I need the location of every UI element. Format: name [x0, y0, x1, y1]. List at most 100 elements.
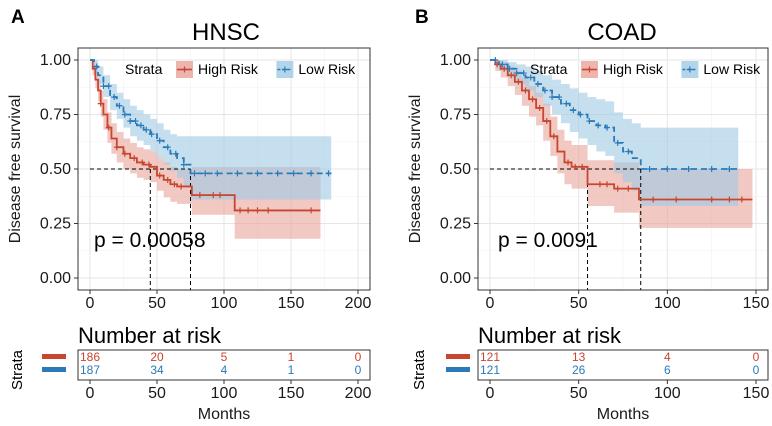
y-tick-label: 0.00 [40, 270, 71, 287]
censor-mark-high-risk [97, 100, 104, 107]
y-tick-label: 0.50 [40, 161, 71, 178]
censor-mark-low-risk [625, 148, 632, 155]
censor-mark-low-risk [520, 70, 527, 77]
legend-censor-mark [586, 66, 593, 73]
censor-mark-low-risk [214, 170, 221, 177]
censor-mark-low-risk [499, 61, 506, 68]
censor-mark-low-risk [274, 170, 281, 177]
legend-key-low-risk [681, 61, 699, 78]
risk-row-swatch [446, 354, 470, 359]
x-tick-label: 50 [570, 295, 588, 312]
censor-mark-low-risk [308, 170, 315, 177]
censor-mark-high-risk [196, 192, 203, 199]
censor-mark-low-risk [577, 111, 584, 118]
censor-mark-high-risk [515, 78, 522, 85]
censor-mark-low-risk [595, 122, 602, 129]
censor-mark-low-risk [254, 170, 261, 177]
risk-x-tick-label: 50 [570, 385, 588, 402]
legend-censor-mark [686, 66, 693, 73]
censor-mark-low-risk [143, 126, 150, 133]
y-tick-label: 1.00 [40, 52, 71, 69]
censor-mark-high-risk [529, 96, 536, 103]
censor-mark-low-risk [506, 65, 513, 72]
censor-mark-low-risk [534, 80, 541, 87]
censor-mark-low-risk [202, 170, 209, 177]
legend-label: Low Risk [298, 61, 356, 77]
legend-censor-mark [281, 66, 288, 73]
risk-x-tick-label: 100 [211, 385, 238, 402]
censor-mark-high-risk [139, 159, 146, 166]
censor-mark-low-risk [137, 122, 144, 129]
censor-mark-high-risk [543, 118, 550, 125]
risk-count: 1 [288, 350, 295, 364]
censor-mark-low-risk [527, 74, 534, 81]
risk-x-tick-label: 150 [743, 385, 770, 402]
x-tick-label: 0 [86, 295, 95, 312]
censor-mark-high-risk [113, 144, 120, 151]
censor-mark-low-risk [121, 111, 128, 118]
risk-count: 0 [753, 363, 760, 377]
x-tick-label: 100 [654, 295, 681, 312]
censor-mark-high-risk [501, 65, 508, 72]
censor-mark-low-risk [556, 94, 563, 101]
panel-letter: A [11, 7, 25, 28]
x-axis-title: Months [198, 406, 250, 423]
censor-mark-high-risk [145, 161, 152, 168]
risk-count: 34 [150, 363, 164, 377]
censor-mark-high-risk [572, 163, 579, 170]
risk-count: 187 [80, 363, 100, 377]
censor-mark-high-risk [237, 207, 244, 214]
risk-table-title: Number at risk [78, 323, 222, 348]
censor-mark-high-risk [121, 150, 128, 157]
legend-title: Strata [125, 61, 163, 77]
chart-title: COAD [587, 19, 656, 46]
censor-mark-low-risk [180, 161, 187, 168]
censor-mark-high-risk [565, 159, 572, 166]
censor-mark-high-risk [579, 163, 586, 170]
risk-table-border [477, 349, 769, 381]
censor-mark-high-risk [596, 181, 603, 188]
censor-mark-low-risk [156, 137, 163, 144]
censor-mark-high-risk [625, 185, 632, 192]
censor-mark-low-risk [614, 139, 621, 146]
censor-mark-low-risk [586, 118, 593, 125]
legend-censor-mark [181, 66, 188, 73]
risk-count: 13 [572, 350, 586, 364]
censor-mark-low-risk [116, 102, 123, 109]
risk-count: 1 [288, 363, 295, 377]
legend-label: High Risk [198, 61, 259, 77]
censor-mark-high-risk [726, 196, 733, 203]
censor-mark-low-risk [708, 166, 715, 172]
risk-count: 20 [150, 350, 164, 364]
censor-mark-low-risk [234, 170, 241, 177]
censor-mark-low-risk [132, 118, 139, 125]
risk-count: 186 [80, 350, 100, 364]
y-tick-label: 0.25 [40, 216, 71, 233]
risk-x-tick-label: 50 [148, 385, 166, 402]
panel-letter: B [415, 7, 429, 28]
risk-count: 6 [664, 363, 671, 377]
censor-mark-high-risk [216, 192, 223, 199]
chart-title: HNSC [192, 19, 260, 46]
legend-key-high-risk [176, 61, 193, 78]
censor-mark-high-risk [522, 87, 529, 94]
censor-mark-low-risk [148, 131, 155, 138]
censor-mark-high-risk [156, 172, 163, 179]
risk-count: 0 [355, 363, 362, 377]
risk-count: 5 [221, 350, 228, 364]
censor-mark-low-risk [541, 87, 548, 94]
risk-count: 26 [572, 363, 586, 377]
censor-mark-low-risk [93, 63, 100, 70]
x-tick-label: 200 [345, 295, 372, 312]
censor-mark-high-risk [105, 124, 112, 131]
censor-mark-low-risk [105, 83, 112, 90]
panel-b: B COAD 0.00 0.25 0.50 0.75 1.00 0 50 100 150 Diseas… [407, 7, 769, 423]
censor-mark-high-risk [536, 104, 543, 111]
legend-key-high-risk [581, 61, 598, 78]
risk-table-ylabel: Strata [411, 349, 428, 390]
y-tick-label: 0.00 [440, 270, 471, 287]
risk-table-ylabel: Strata [9, 349, 26, 390]
censor-mark-low-risk [191, 170, 198, 177]
risk-count: 121 [480, 350, 500, 364]
